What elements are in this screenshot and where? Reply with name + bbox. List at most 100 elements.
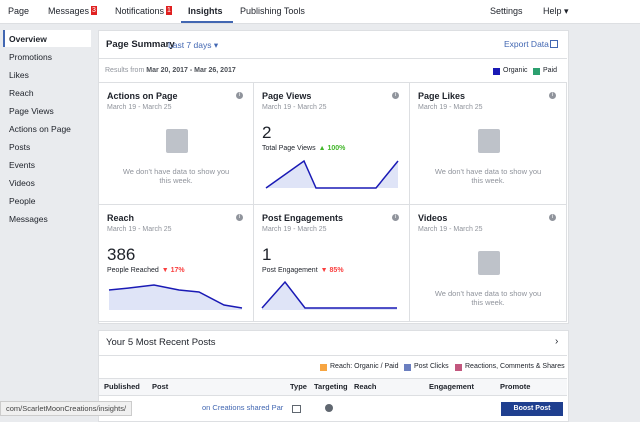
nav-item[interactable]: Publishing Tools (240, 6, 305, 16)
info-icon: i (236, 214, 243, 221)
table-header-bg (99, 378, 567, 396)
sidebar-item[interactable]: Reach (9, 88, 34, 98)
card-dates: March 19 - March 25 (418, 104, 483, 111)
column-header: Targeting (314, 382, 348, 391)
metric-value: 386 (107, 245, 136, 264)
legend-organic-swatch (493, 68, 500, 75)
badge: 3 (91, 6, 97, 15)
posts-legend-swatch (455, 364, 462, 371)
card-title: Reach (107, 213, 135, 223)
sidebar-item[interactable]: People (9, 196, 36, 206)
column-header: Post (152, 382, 169, 391)
export-icon (550, 40, 558, 48)
sidebar-selected (3, 30, 91, 47)
sidebar-item[interactable]: Events (9, 160, 35, 170)
metric-label: Total Page Views ▲ 100% (262, 145, 345, 152)
card-dates: March 19 - March 25 (262, 226, 327, 233)
sparkline-line (261, 280, 397, 309)
metric-card: Page Likes March 19 - March 25 i We don't h… (410, 83, 567, 205)
divider (99, 355, 567, 356)
info-icon: i (549, 214, 556, 221)
card-title: Post Engagements (262, 213, 344, 223)
sparkline-area (109, 285, 242, 310)
results-dates: Mar 20, 2017 - Mar 26, 2017 (146, 67, 236, 74)
column-header: Promote (500, 382, 531, 391)
info-icon: i (392, 214, 399, 221)
nav-item[interactable]: Page (8, 6, 30, 16)
nav-item[interactable]: Notifications (115, 6, 165, 16)
badge: 1 (166, 6, 172, 15)
export-data[interactable]: Export Data (504, 39, 549, 49)
card-dates: March 19 - March 25 (418, 226, 483, 233)
card-dates: March 19 - March 25 (262, 104, 327, 111)
sidebar-item[interactable]: Posts (9, 142, 31, 152)
sparkline (265, 159, 399, 189)
sidebar-item[interactable]: Page Views (9, 106, 54, 116)
sparkline (108, 284, 243, 310)
nav-item[interactable]: Insights (188, 6, 223, 16)
metric-label: Post Engagement ▼ 85% (262, 267, 344, 274)
calendar-icon (165, 129, 188, 153)
sparkline-line (108, 284, 243, 309)
metric-change: ▼ 85% (320, 267, 344, 274)
metric-value: 1 (262, 245, 272, 264)
chevron[interactable]: › (555, 336, 559, 347)
card-title: Page Likes (418, 91, 466, 101)
nav-item[interactable]: Messages (48, 6, 90, 16)
card-title: Actions on Page (107, 91, 178, 101)
metric-name: Total Page Views (262, 145, 316, 152)
sidebar-item[interactable]: Overview (9, 34, 47, 44)
sidebar-item[interactable]: Actions on Page (9, 124, 71, 134)
range-selector[interactable]: Last 7 days ▾ (168, 40, 219, 50)
posts-panel (98, 330, 569, 422)
legend-organic: Organic (503, 67, 528, 74)
no-data-text: We don't have data to show you this week… (434, 167, 542, 185)
no-data-text: We don't have data to show you this week… (434, 289, 542, 307)
type-icon (292, 405, 301, 413)
sparkline-area (266, 161, 398, 188)
sidebar-item[interactable]: Messages (9, 214, 48, 224)
insights-underline (181, 21, 233, 23)
post-text: on Creations shared Par (202, 403, 284, 412)
boost-post-button[interactable]: Boost Post (501, 402, 563, 416)
metric-change: ▲ 100% (318, 145, 346, 152)
column-header: Engagement (429, 382, 475, 391)
top-nav (0, 0, 640, 24)
info-icon: i (236, 92, 243, 99)
card-title: Page Views (262, 91, 312, 101)
sparkline (261, 280, 397, 310)
metric-value: 2 (262, 123, 272, 142)
metric-name: People Reached (107, 267, 159, 274)
legend-paid-swatch (533, 68, 540, 75)
results-prefix: Results from (105, 67, 145, 74)
card-dates: March 19 - March 25 (107, 226, 172, 233)
sparkline-area (262, 282, 397, 310)
info-icon: i (392, 92, 399, 99)
posts-legend: Reactions, Comments & Shares (465, 363, 565, 370)
card-title: Videos (418, 213, 448, 223)
targeting-icon (325, 404, 333, 412)
calendar-icon (477, 251, 500, 275)
metric-name: Post Engagement (262, 267, 318, 274)
results-text: Results from Mar 20, 2017 - Mar 26, 2017 (105, 67, 236, 74)
metric-card: Reach March 19 - March 25 i 386 People Reach… (99, 205, 254, 322)
sidebar-item[interactable]: Promotions (9, 52, 52, 62)
column-header: Type (290, 382, 307, 391)
nav-item[interactable]: Settings (490, 6, 523, 16)
nav-item[interactable]: Help ▾ (543, 6, 569, 16)
sidebar-item[interactable]: Likes (9, 70, 29, 80)
no-data-text: We don't have data to show you this week… (122, 167, 230, 185)
sidebar-item[interactable]: Videos (9, 178, 35, 188)
metric-card: Page Views March 19 - March 25 i 2 Total Pag… (254, 83, 410, 205)
posts-legend-swatch (320, 364, 327, 371)
metric-card: Post Engagements March 19 - March 25 i 1 Pos… (254, 205, 410, 322)
divider (99, 82, 567, 83)
metric-label: People Reached ▼ 17% (107, 267, 185, 274)
sparkline-line (265, 159, 399, 189)
metric-change: ▼ 17% (161, 267, 185, 274)
metric-card: Actions on Page March 19 - March 25 i We do… (99, 83, 254, 205)
status-bar: com/ScarletMoonCreations/insights/ (0, 401, 133, 416)
posts-legend-swatch (404, 364, 411, 371)
posts-legend: Post Clicks (414, 363, 449, 370)
